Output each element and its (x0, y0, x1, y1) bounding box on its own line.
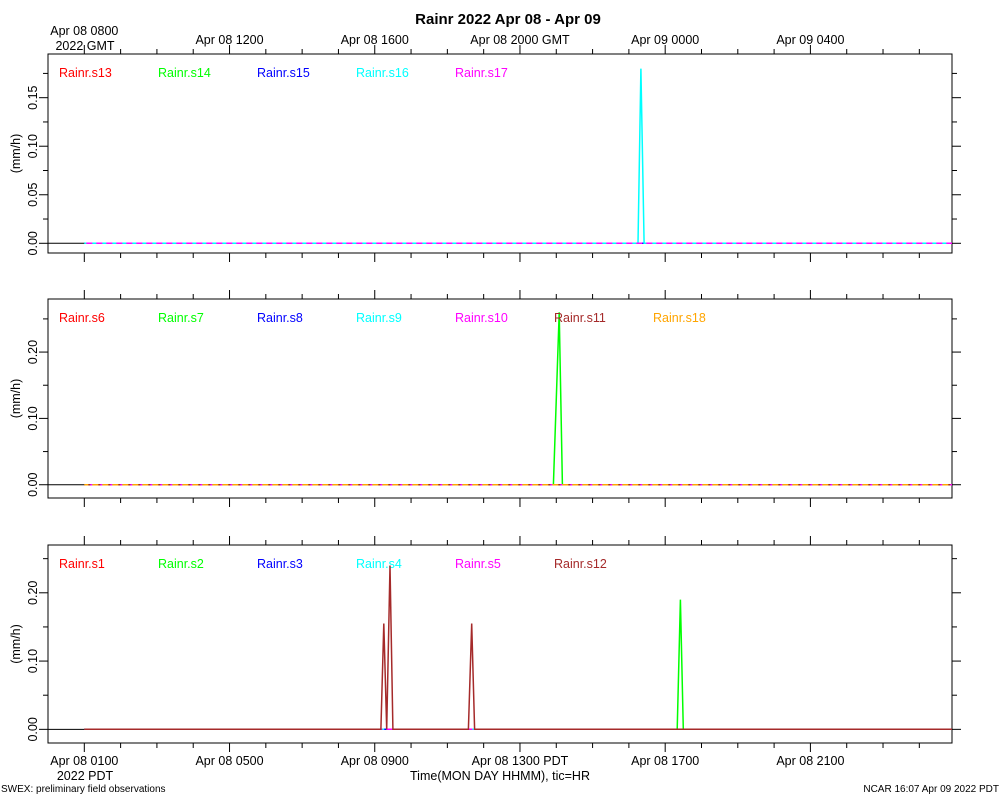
top-axis-tick-label: Apr 08 2000 GMT (470, 33, 570, 47)
y-tick-label: 0.00 (26, 231, 40, 255)
top-axis-tick-label: Apr 08 1200 (195, 33, 263, 47)
top-axis-year-label: 2022 GMT (55, 39, 114, 53)
y-tick-label: 0.20 (26, 581, 40, 605)
y-tick-label: 0.15 (26, 85, 40, 109)
legend-entry-Rainr.s2: Rainr.s2 (158, 557, 204, 571)
y-tick-label: 0.05 (26, 183, 40, 207)
y-axis-label: (mm/h) (9, 379, 23, 419)
legend-entry-Rainr.s9: Rainr.s9 (356, 311, 402, 325)
legend-entry-Rainr.s15: Rainr.s15 (257, 66, 310, 80)
chart-title: Rainr 2022 Apr 08 - Apr 09 (415, 11, 601, 28)
top-axis-tick-label: Apr 09 0000 (631, 33, 699, 47)
series-line-Rainr.s7 (84, 312, 952, 486)
y-axis-label: (mm/h) (9, 134, 23, 174)
footer-right-note: NCAR 16:07 Apr 09 2022 PDT (863, 784, 999, 795)
series-line-Rainr.s12 (84, 565, 952, 731)
legend-entry-Rainr.s6: Rainr.s6 (59, 311, 105, 325)
y-tick-label: 0.10 (26, 649, 40, 673)
y-tick-label: 0.00 (26, 473, 40, 497)
chart-panel-3: 0.00 0.10 0.20 (mm/h) Rainr.s1 Rainr.s2 Rainr.… (9, 536, 961, 752)
bottom-axis-tick-label: Apr 08 2100 (776, 754, 844, 768)
legend-entry-Rainr.s4: Rainr.s4 (356, 557, 402, 571)
legend-entry-Rainr.s14: Rainr.s14 (158, 66, 211, 80)
legend-entry-Rainr.s8: Rainr.s8 (257, 311, 303, 325)
y-axis-label: (mm/h) (9, 624, 23, 664)
series-line-Rainr.s16 (84, 68, 952, 245)
panel-frame (47, 298, 953, 499)
legend-entry-Rainr.s10: Rainr.s10 (455, 311, 508, 325)
bottom-axis-labels: Apr 08 0100 Apr 08 0500 Apr 08 0900 Apr 08 … (50, 754, 844, 768)
top-axis-labels: Apr 08 0800 Apr 08 1200 Apr 08 1600 Apr 08 … (50, 24, 844, 47)
bottom-axis-tick-label: Apr 08 0100 (50, 754, 118, 768)
chart-panel-1: 0.00 0.05 0.10 0.15 (mm/h) Rainr.s13 Rainr.s14… (9, 45, 961, 262)
bottom-axis-tick-label: Apr 08 1300 PDT (472, 754, 569, 768)
legend-entry-Rainr.s5: Rainr.s5 (455, 557, 501, 571)
legend-entry-Rainr.s11: Rainr.s11 (554, 311, 606, 325)
bottom-axis-year-label: 2022 PDT (57, 769, 114, 783)
bottom-axis-tick-label: Apr 08 0500 (195, 754, 263, 768)
bottom-axis-tick-label: Apr 08 0900 (341, 754, 409, 768)
series-line-Rainr.s2 (84, 599, 952, 731)
top-axis-tick-label: Apr 09 0400 (776, 33, 844, 47)
legend-entry-Rainr.s3: Rainr.s3 (257, 557, 303, 571)
y-tick-label: 0.10 (26, 134, 40, 158)
chart-panel-2: 0.00 0.10 0.20 (mm/h) Rainr.s6 Rainr.s7 Rainr.… (9, 290, 961, 507)
legend-entry-Rainr.s12: Rainr.s12 (554, 557, 607, 571)
panel-frame (47, 53, 953, 254)
legend-entry-Rainr.s18: Rainr.s18 (653, 311, 706, 325)
x-axis-label: Time(MON DAY HHMM), tic=HR (410, 769, 590, 783)
footer-left-note: SWEX: preliminary field observations (1, 784, 166, 795)
panels: 0.00 0.05 0.10 0.15 (mm/h) Rainr.s13 Rainr.s14… (9, 45, 961, 752)
y-tick-label: 0.10 (26, 406, 40, 430)
legend-entry-Rainr.s17: Rainr.s17 (455, 66, 508, 80)
legend-entry-Rainr.s13: Rainr.s13 (59, 66, 112, 80)
top-axis-tick-label: Apr 08 1600 (341, 33, 409, 47)
panel-frame (47, 544, 953, 744)
y-tick-label: 0.20 (26, 340, 40, 364)
legend-entry-Rainr.s16: Rainr.s16 (356, 66, 409, 80)
legend-entry-Rainr.s7: Rainr.s7 (158, 311, 204, 325)
bottom-axis-tick-label: Apr 08 1700 (631, 754, 699, 768)
top-axis-tick-label: Apr 08 0800 (50, 24, 118, 38)
legend-entry-Rainr.s1: Rainr.s1 (59, 557, 105, 571)
y-tick-label: 0.00 (26, 717, 40, 741)
